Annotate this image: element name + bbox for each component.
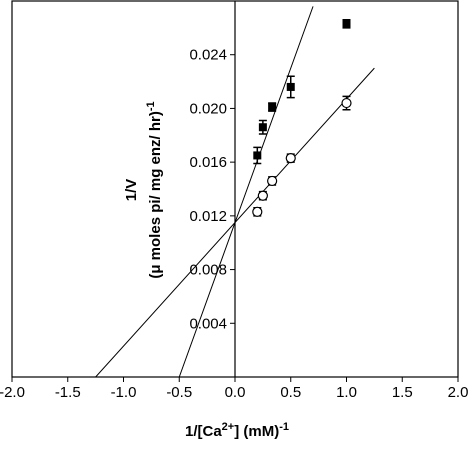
point	[253, 151, 262, 160]
y-label-part: (μ moles pi/ mg enz/ hr)	[147, 111, 164, 279]
x-axis-label: 1/[Ca2+] (mM)-1	[185, 421, 289, 440]
y-tick-label: 0.024	[189, 47, 227, 64]
fit-line	[95, 67, 375, 377]
x-tick-label: 0.0	[225, 384, 246, 401]
x-tick-label: -0.5	[166, 384, 192, 401]
x-tick-label: 1.5	[392, 384, 413, 401]
point	[252, 206, 263, 217]
y-tick-label: 0.008	[189, 262, 227, 279]
y-tick-label: 0.020	[189, 100, 227, 117]
x-tick-label: 0.5	[280, 384, 301, 401]
point	[341, 97, 352, 109]
x-label-part: 1/[Ca	[185, 423, 222, 440]
point	[258, 123, 267, 132]
point	[267, 175, 278, 187]
x-label-sup: 2+	[222, 421, 235, 433]
point	[268, 103, 277, 112]
x-tick-label: -1.5	[55, 384, 81, 401]
y-tick-label: 0.016	[189, 154, 227, 171]
x-label-sup: -1	[279, 421, 289, 433]
x-tick-label: 2.0	[448, 384, 469, 401]
y-tick-label: 0.004	[189, 315, 227, 332]
point	[285, 153, 296, 164]
x-tick-label: 1.0	[336, 384, 357, 401]
y-label-sup: -1	[145, 101, 157, 111]
x-tick-label: -1.0	[111, 384, 137, 401]
point	[342, 19, 351, 28]
point	[257, 190, 268, 201]
y-tick-label: 0.012	[189, 208, 227, 225]
x-label-part: ] (mM)	[234, 423, 279, 440]
x-tick-label: -2.0	[0, 384, 25, 401]
fit-line	[178, 6, 314, 377]
point	[286, 82, 295, 91]
y-axis-label: 1/V	[123, 179, 140, 202]
y-axis-label: (μ moles pi/ mg enz/ hr)-1	[145, 101, 164, 278]
